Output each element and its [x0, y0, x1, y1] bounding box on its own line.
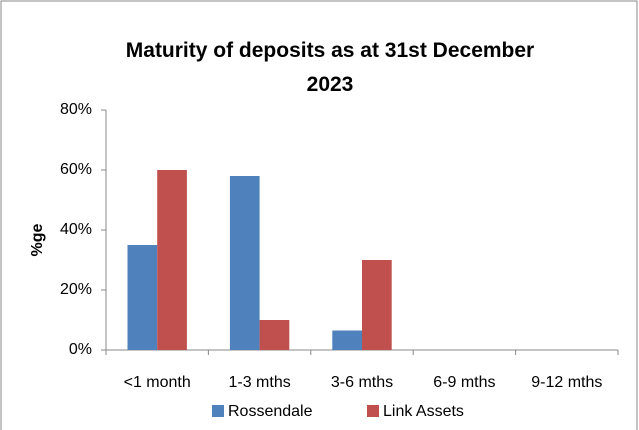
y-axis-label: %ge [29, 223, 46, 256]
y-tick-label: 40% [60, 221, 92, 238]
x-tick-label: <1 month [124, 374, 191, 391]
bar [362, 260, 392, 350]
x-tick-label: 9-12 mths [531, 374, 602, 391]
x-tick-label: 6-9 mths [433, 374, 495, 391]
bar [127, 245, 158, 350]
x-tick-label: 1-3 mths [228, 374, 290, 391]
bar [332, 330, 362, 350]
legend-swatch [367, 405, 379, 417]
y-tick-label: 0% [69, 341, 92, 358]
legend-swatch [212, 405, 224, 417]
y-tick-label: 20% [60, 281, 92, 298]
legend-label: Link Assets [383, 403, 464, 420]
bar [157, 170, 187, 350]
x-tick-label: 3-6 mths [331, 374, 393, 391]
bar [259, 320, 290, 350]
bar [229, 176, 260, 350]
legend-label: Rossendale [228, 403, 313, 420]
chart-title: Maturity of deposits as at 31st December… [125, 39, 535, 96]
y-tick-label: 60% [60, 161, 92, 178]
y-tick-label: 80% [60, 101, 92, 118]
